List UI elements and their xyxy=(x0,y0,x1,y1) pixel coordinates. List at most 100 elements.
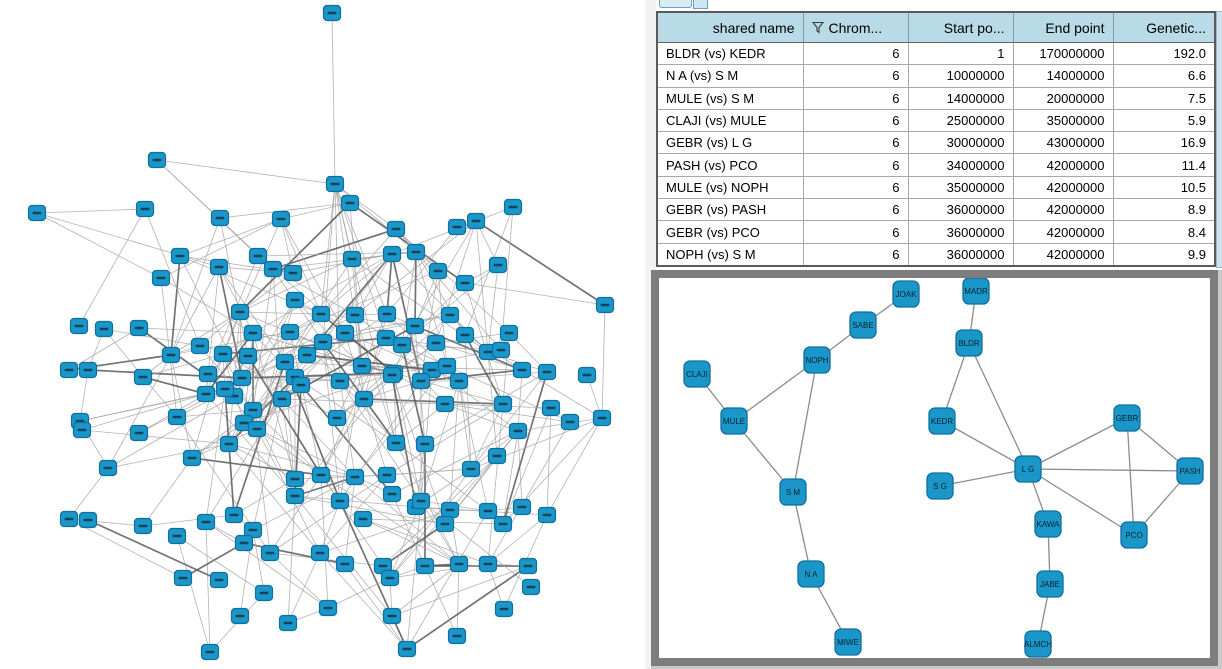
network-edge xyxy=(792,491,812,575)
node-label-illegible xyxy=(433,269,443,273)
node-label-illegible xyxy=(483,509,493,513)
table-row[interactable]: NOPH (vs) S M 6 36000000 42000000 9.9 xyxy=(657,243,1215,267)
network-edge xyxy=(502,430,519,525)
network-node-l-g[interactable] xyxy=(1014,455,1042,483)
node-label-illegible xyxy=(340,562,350,566)
network-edge xyxy=(487,264,499,353)
table-row[interactable]: GEBR (vs) PASH 6 36000000 42000000 8.9 xyxy=(657,198,1215,222)
table-cell-start-position: 36000000 xyxy=(908,198,1014,222)
node-label-illegible xyxy=(402,647,412,651)
network-edge xyxy=(475,220,606,306)
network-node-s-m[interactable] xyxy=(779,478,807,506)
node-label-illegible xyxy=(175,254,185,258)
toolbar-fragment[interactable] xyxy=(693,0,708,9)
table-row[interactable]: GEBR (vs) L G 6 30000000 43000000 16.9 xyxy=(657,131,1215,155)
table-row[interactable]: CLAJI (vs) MULE 6 25000000 35000000 5.9 xyxy=(657,109,1215,133)
node-label-illegible xyxy=(542,370,552,374)
network-node-noph[interactable] xyxy=(803,346,831,374)
network-edge xyxy=(107,443,230,469)
network-edge xyxy=(287,495,296,624)
network-edge xyxy=(239,258,353,313)
node-label-illegible xyxy=(471,219,481,223)
column-header-end-point[interactable]: End point xyxy=(1013,12,1114,43)
network-edge xyxy=(199,345,254,411)
table-cell-genetic: 10.5 xyxy=(1113,176,1215,200)
table-cell-genetic: 8.9 xyxy=(1113,198,1215,222)
network-edge xyxy=(319,474,388,554)
table-cell-chromosome: 6 xyxy=(803,64,909,88)
network-node-s-g[interactable] xyxy=(926,472,954,500)
network-edge xyxy=(219,217,249,357)
table-cell-chromosome: 6 xyxy=(803,243,909,267)
toolbar-fragment[interactable] xyxy=(659,0,692,8)
node-label-illegible xyxy=(316,312,326,316)
network-node-jabe[interactable] xyxy=(1036,570,1064,598)
node-label-illegible xyxy=(466,467,476,471)
node-label-illegible xyxy=(214,578,224,582)
network-edge xyxy=(470,371,548,470)
network-edge xyxy=(170,331,291,356)
node-label: N A xyxy=(805,570,819,579)
network-node-kawa[interactable] xyxy=(1034,510,1062,538)
overview-network-canvas[interactable] xyxy=(0,0,645,669)
network-edge xyxy=(391,253,422,382)
table-row[interactable]: N A (vs) S M 6 10000000 14000000 6.6 xyxy=(657,64,1215,88)
table-row[interactable]: GEBR (vs) PCO 6 36000000 42000000 8.4 xyxy=(657,220,1215,244)
network-edge xyxy=(320,313,416,327)
network-edge xyxy=(36,212,220,268)
network-node-mule[interactable] xyxy=(720,407,748,435)
network-node-kedr[interactable] xyxy=(928,407,956,435)
table-row[interactable]: BLDR (vs) KEDR 6 1 170000000 192.0 xyxy=(657,42,1215,66)
table-row[interactable]: MULE (vs) S M 6 14000000 20000000 7.5 xyxy=(657,87,1215,110)
node-label-illegible xyxy=(235,310,245,314)
node-label-illegible xyxy=(410,324,420,328)
column-header-shared-name[interactable]: shared name xyxy=(657,12,804,43)
node-label-illegible xyxy=(523,564,533,568)
network-edge xyxy=(320,398,365,476)
node-label-illegible xyxy=(235,614,245,618)
node-label-illegible xyxy=(440,522,450,526)
network-node-n-a[interactable] xyxy=(797,560,825,588)
network-node-claji[interactable] xyxy=(683,360,711,388)
table-cell-shared-name: MULE (vs) S M xyxy=(657,87,804,110)
node-label: KEDR xyxy=(931,417,953,426)
network-node-gebr[interactable] xyxy=(1113,404,1141,432)
network-edge xyxy=(233,478,296,516)
node-label-illegible xyxy=(138,524,148,528)
node-label-illegible xyxy=(172,415,182,419)
node-label: PCO xyxy=(1125,531,1142,540)
table-cell-chromosome: 6 xyxy=(803,42,909,66)
network-node-bldr[interactable] xyxy=(955,329,983,357)
network-edge xyxy=(349,202,363,367)
node-label-illegible xyxy=(285,330,295,334)
network-edge xyxy=(1027,417,1128,470)
column-header-start-position[interactable]: Start po... xyxy=(908,12,1014,43)
table-cell-end-point: 42000000 xyxy=(1013,153,1114,177)
node-label-illegible xyxy=(498,522,508,526)
node-label-illegible xyxy=(387,614,397,618)
network-node-miwe[interactable] xyxy=(834,628,862,656)
network-node-joak[interactable] xyxy=(892,280,920,308)
table-row[interactable]: MULE (vs) NOPH 6 35000000 42000000 10.5 xyxy=(657,176,1215,200)
filter-funnel-icon[interactable] xyxy=(811,21,824,34)
network-edge xyxy=(449,380,460,511)
node-label-illegible xyxy=(215,216,225,220)
filtered-network-canvas[interactable]: JOAK SABE NOPH CLAJI MULE S M N A MIWE MADR BLDR K… xyxy=(659,277,1210,658)
table-cell-shared-name: N A (vs) S M xyxy=(657,64,804,88)
network-node-sabe[interactable] xyxy=(849,311,877,339)
node-label-illegible xyxy=(290,298,300,302)
network-node-pco[interactable] xyxy=(1120,521,1148,549)
node-label-illegible xyxy=(214,265,224,269)
column-header-genetic[interactable]: Genetic... xyxy=(1113,12,1215,43)
table-scrollbar[interactable] xyxy=(1216,11,1222,268)
network-node-almch[interactable] xyxy=(1024,630,1052,658)
network-edge xyxy=(156,159,336,185)
network-node-pash[interactable] xyxy=(1176,457,1204,485)
network-node-madr[interactable] xyxy=(962,277,990,305)
node-label: JABE xyxy=(1040,580,1060,589)
table-row[interactable]: PASH (vs) PCO 6 34000000 42000000 11.4 xyxy=(657,153,1215,177)
column-header-chromosome[interactable]: Chrom... xyxy=(803,12,909,43)
node-label-illegible xyxy=(517,505,527,509)
node-label-illegible xyxy=(288,271,298,275)
node-label-illegible xyxy=(229,513,239,517)
